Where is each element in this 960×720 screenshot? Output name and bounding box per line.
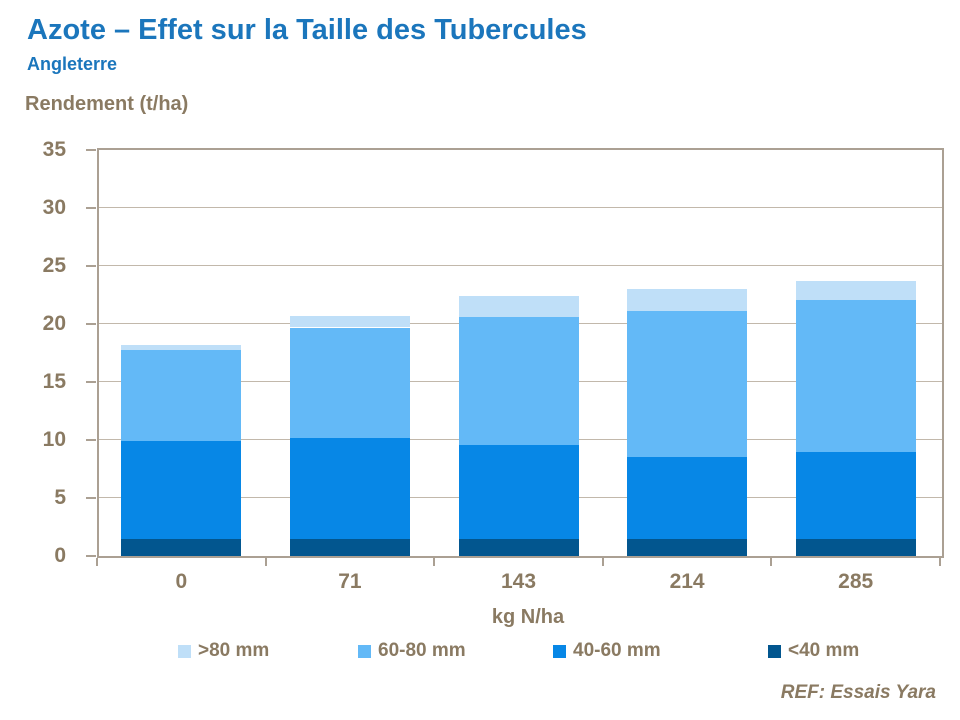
legend-label: >80 mm: [198, 640, 270, 661]
bar-segment-60-80 mm: [458, 317, 579, 445]
legend-item-60-80-mm: 60-80 mm: [358, 640, 466, 662]
bar-segment-<40 mm: [121, 538, 242, 556]
bar-segment-40-60 mm: [627, 457, 748, 539]
page-title: Azote – Effet sur la Taille des Tubercul…: [27, 14, 587, 46]
y-tick: [86, 439, 96, 441]
y-tick-label-15: 15: [42, 370, 66, 393]
bar-segment->80 mm: [121, 344, 242, 350]
x-tick: [601, 558, 604, 566]
legend-item-40-60-mm: 40-60 mm: [553, 640, 661, 662]
legend-item--80-mm: >80 mm: [178, 640, 269, 662]
legend-swatch-icon: [358, 644, 371, 658]
y-tick: [86, 149, 96, 151]
bar-143: [458, 296, 579, 556]
x-tick-label-143: 143: [500, 570, 537, 593]
x-tick: [264, 558, 267, 566]
y-tick: [86, 381, 96, 383]
bar-segment-60-80 mm: [627, 311, 748, 458]
y-tick: [86, 555, 96, 557]
bar-segment-60-80 mm: [121, 349, 242, 442]
y-tick: [86, 323, 96, 325]
bar-segment-40-60 mm: [289, 437, 410, 539]
bar-segment-<40 mm: [458, 538, 579, 556]
legend-label: 40-60 mm: [573, 640, 661, 661]
bar-segment->80 mm: [289, 315, 410, 328]
bar-segment-60-80 mm: [289, 327, 410, 438]
x-tick-label-214: 214: [669, 570, 705, 593]
y-tick: [86, 265, 96, 267]
reference-text: REF: Essais Yara: [780, 682, 936, 703]
bar-segment->80 mm: [795, 281, 916, 300]
legend-swatch-icon: [553, 644, 566, 658]
x-tick: [770, 558, 773, 566]
bar-214: [627, 289, 748, 556]
legend-label: 60-80 mm: [378, 640, 466, 661]
y-tick-label-35: 35: [42, 138, 66, 161]
bar-285: [795, 281, 916, 556]
bar-segment-<40 mm: [289, 538, 410, 556]
bar-segment->80 mm: [458, 296, 579, 318]
bar-segment-40-60 mm: [121, 441, 242, 539]
gridline-30: [99, 207, 942, 208]
bar-0: [121, 344, 242, 556]
y-tick-label-0: 0: [54, 544, 66, 567]
bar-segment-<40 mm: [795, 538, 916, 556]
chart-plot-area: [97, 148, 944, 558]
x-tick-label-285: 285: [838, 570, 874, 593]
page-subtitle: Angleterre: [27, 54, 118, 74]
legend-label: <40 mm: [788, 640, 860, 661]
y-tick: [86, 207, 96, 209]
bar-segment->80 mm: [627, 289, 748, 312]
bar-segment-<40 mm: [627, 538, 748, 556]
x-tick-label-71: 71: [338, 570, 362, 593]
y-tick: [86, 497, 96, 499]
legend-swatch-icon: [178, 644, 191, 658]
bar-71: [289, 315, 410, 556]
x-tick-label-0: 0: [175, 570, 188, 593]
x-tick: [96, 558, 98, 566]
chart-legend: >80 mm 60-80 mm 40-60 mm <40 mm: [0, 640, 960, 666]
y-tick-label-10: 10: [42, 428, 66, 451]
x-tick: [433, 558, 436, 566]
y-axis-title: Rendement (t/ha): [25, 93, 189, 115]
y-tick-label-20: 20: [42, 312, 66, 335]
y-tick-label-25: 25: [42, 254, 66, 277]
y-tick-label-5: 5: [54, 486, 66, 509]
bar-segment-60-80 mm: [795, 299, 916, 452]
y-tick-label-30: 30: [42, 196, 66, 219]
x-axis-title: kg N/ha: [491, 606, 565, 628]
bar-segment-40-60 mm: [795, 451, 916, 539]
bar-segment-40-60 mm: [458, 444, 579, 539]
x-tick: [939, 558, 941, 566]
legend-swatch-icon: [768, 644, 781, 658]
gridline-25: [99, 265, 942, 266]
legend-item--40-mm: <40 mm: [768, 640, 859, 662]
